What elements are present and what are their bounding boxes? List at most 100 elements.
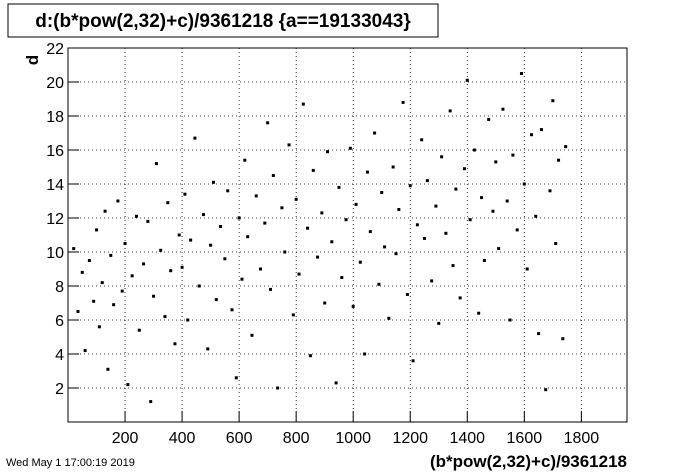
point [472, 148, 476, 152]
point [287, 143, 291, 147]
point [522, 182, 526, 186]
point [323, 301, 327, 305]
point [458, 296, 462, 300]
point [320, 211, 324, 215]
point [551, 99, 555, 103]
point [197, 284, 201, 288]
y-tick-label: 18 [46, 109, 64, 126]
point [437, 321, 441, 325]
point [348, 146, 352, 150]
plot-frame [67, 47, 628, 423]
point [480, 196, 484, 200]
y-tick-label: 14 [46, 177, 64, 194]
point [337, 185, 341, 189]
timestamp: Wed May 1 17:00:19 2019 [6, 457, 135, 469]
point [380, 191, 384, 194]
point [76, 310, 80, 313]
point [451, 264, 455, 268]
point [80, 270, 84, 274]
point [95, 228, 99, 232]
point [537, 332, 541, 336]
point [501, 107, 505, 111]
point [169, 269, 173, 273]
point [126, 383, 130, 387]
point [130, 274, 134, 278]
y-tick-label: 4 [55, 347, 64, 364]
point [152, 294, 156, 298]
point [548, 189, 552, 193]
point [186, 318, 190, 322]
y-tick-label: 8 [55, 279, 64, 296]
point [294, 197, 298, 201]
point [92, 299, 96, 303]
point [326, 150, 330, 154]
y-tick-label: 12 [46, 211, 64, 228]
point [554, 242, 558, 245]
point [519, 72, 523, 75]
point [316, 255, 320, 259]
y-tick-label: 10 [46, 245, 64, 262]
point [434, 204, 438, 208]
point [557, 158, 561, 162]
point [334, 381, 338, 385]
point [301, 102, 305, 106]
point [423, 236, 427, 240]
point [505, 199, 509, 203]
point [411, 359, 415, 363]
point [351, 304, 355, 308]
point [254, 194, 258, 198]
y-tick-label: 6 [55, 313, 64, 330]
y-tick-label: 22 [46, 41, 64, 58]
point [283, 250, 287, 254]
point [230, 308, 234, 312]
y-tick-label: 2 [55, 381, 64, 398]
point [408, 184, 412, 188]
point [146, 219, 150, 223]
point [491, 209, 495, 213]
x-tick-label: 1800 [564, 430, 600, 447]
point [330, 240, 334, 244]
point [103, 209, 107, 213]
point [465, 78, 469, 82]
point [561, 337, 565, 341]
point [482, 259, 486, 262]
point [529, 133, 533, 137]
point [397, 208, 401, 211]
point [415, 223, 419, 227]
point [494, 160, 498, 164]
point [344, 218, 348, 222]
point [271, 174, 275, 177]
title-box [7, 3, 439, 38]
point [387, 316, 391, 320]
point [112, 303, 116, 307]
point [183, 192, 187, 196]
point [448, 109, 452, 113]
point [394, 252, 398, 256]
point [259, 267, 263, 271]
point [72, 247, 76, 251]
point [97, 325, 101, 329]
point [193, 136, 197, 140]
point [123, 242, 127, 245]
point [454, 187, 458, 191]
point [106, 367, 110, 371]
point [189, 238, 193, 242]
point [511, 153, 515, 157]
point [173, 342, 177, 346]
point [363, 352, 367, 356]
point [211, 180, 215, 184]
x-tick-label: 400 [169, 430, 196, 447]
point [358, 260, 362, 264]
x-tick-label: 1200 [392, 430, 428, 447]
point [340, 276, 344, 279]
point [297, 272, 301, 276]
point [377, 282, 381, 286]
point [468, 218, 472, 222]
point [149, 400, 153, 404]
point [440, 155, 444, 159]
point [177, 233, 181, 237]
point [116, 199, 120, 203]
x-tick-label: 800 [283, 430, 310, 447]
